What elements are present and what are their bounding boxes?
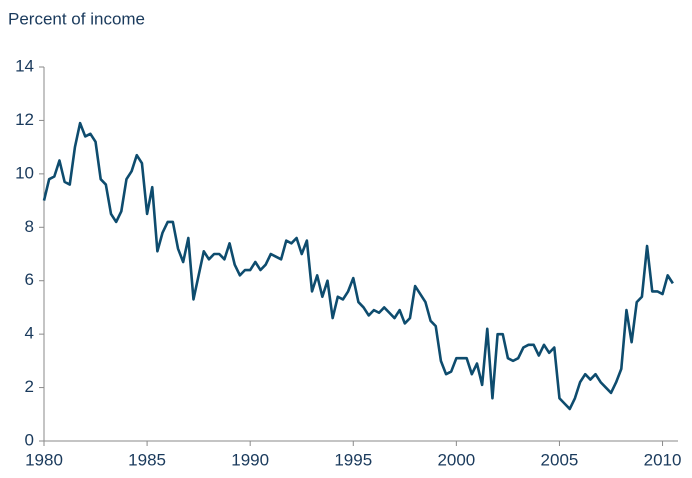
chart-title: Percent of income [8,9,145,28]
series-line [42,121,674,411]
y-tick-label: 0 [25,430,34,449]
x-tick-label: 2005 [541,450,579,469]
y-tick-label: 2 [25,377,34,396]
y-tick-label: 6 [25,270,34,289]
x-tick-label: 1990 [231,450,269,469]
y-tick-label: 4 [25,324,34,343]
x-tick-label: 1995 [334,450,372,469]
x-tick-label: 1985 [128,450,166,469]
x-tick-label: 1980 [25,450,63,469]
y-tick-label: 8 [25,217,34,236]
y-tick-label: 10 [15,163,34,182]
x-tick-label: 2000 [437,450,475,469]
x-tick-label: 2010 [644,450,682,469]
y-tick-label: 14 [15,56,34,75]
y-tick-label: 12 [15,110,34,129]
